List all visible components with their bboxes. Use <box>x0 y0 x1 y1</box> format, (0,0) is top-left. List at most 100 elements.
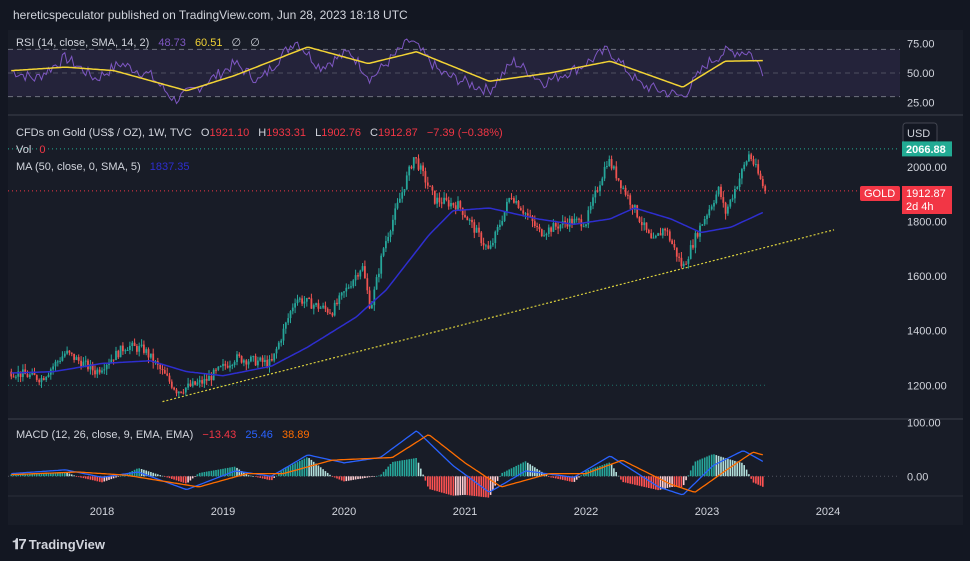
candle-body <box>110 359 113 363</box>
candle <box>736 186 739 190</box>
macd-hist-bar <box>731 460 734 477</box>
macd-hist-bar <box>40 473 43 477</box>
symbol-tag <box>860 186 900 201</box>
candle-body <box>387 237 390 242</box>
candle <box>755 158 757 168</box>
macd-hist-bar <box>610 464 613 477</box>
candle <box>589 201 592 214</box>
candle <box>215 368 217 374</box>
candle-body <box>703 219 706 225</box>
candle-body <box>75 357 78 360</box>
candle <box>638 216 641 224</box>
candle <box>517 200 520 209</box>
candle <box>503 211 506 222</box>
candle <box>675 247 678 262</box>
candle-body <box>671 240 673 244</box>
candle-body <box>26 374 29 378</box>
macd-hist-bar <box>655 476 657 490</box>
macd-hist-bar <box>389 464 392 477</box>
candle <box>361 263 364 272</box>
candle <box>682 261 685 269</box>
candle <box>194 380 196 386</box>
macd-hist-bar <box>492 476 494 491</box>
macd-hist-bar <box>408 459 410 477</box>
candle-body <box>392 219 394 232</box>
macd-hist-bar <box>755 476 757 484</box>
candle <box>298 296 301 303</box>
candle <box>340 291 343 300</box>
candle <box>343 291 345 298</box>
candle-body <box>461 207 464 215</box>
candle <box>245 359 248 371</box>
tradingview-logo[interactable]: 𝟏7 TradingView <box>12 536 105 553</box>
candle <box>694 230 697 254</box>
macd-hist-bar <box>108 476 110 480</box>
candle <box>743 161 746 172</box>
candle <box>198 375 201 388</box>
candle-body <box>375 277 378 290</box>
macd-hist-bar <box>692 465 694 477</box>
candle <box>720 184 722 200</box>
macd-signal-value: 38.89 <box>282 429 310 441</box>
candle-body <box>568 218 571 227</box>
candle <box>499 219 501 230</box>
macd-hist-bar <box>247 475 250 477</box>
candle <box>538 223 541 233</box>
candle-body <box>312 305 315 309</box>
candle-body <box>305 298 308 302</box>
candle <box>750 152 753 162</box>
macd-hist-bar <box>387 466 389 477</box>
candle <box>229 360 231 372</box>
candle <box>310 293 313 309</box>
candle-body <box>664 228 666 231</box>
macd-hist-bar <box>475 476 478 497</box>
change-value: −7.39 (−0.38%) <box>427 127 503 139</box>
candle-body <box>382 248 385 256</box>
candle <box>640 216 643 231</box>
macd-hist-bar <box>575 476 578 480</box>
currency-label[interactable]: USD <box>907 128 930 140</box>
candle-body <box>731 198 734 200</box>
candle <box>578 217 580 224</box>
candle <box>236 351 238 366</box>
candle <box>91 361 94 376</box>
candle-body <box>617 178 620 181</box>
macd-hist-bar <box>105 476 108 481</box>
macd-hist-bar <box>589 469 592 477</box>
candle <box>173 386 175 391</box>
chart-frame[interactable] <box>8 30 963 525</box>
candle-body <box>42 378 45 380</box>
macd-hist-bar <box>722 457 725 477</box>
macd-hist-bar <box>373 476 375 477</box>
candle-body <box>126 350 129 351</box>
candle-body <box>668 231 671 241</box>
candle <box>410 165 413 170</box>
macd-hist-bar <box>336 476 338 479</box>
macd-hist-bar <box>710 454 713 477</box>
candle-body <box>291 307 294 312</box>
candle-body <box>84 360 87 362</box>
candle <box>759 170 762 180</box>
candle-body <box>501 221 504 225</box>
candle <box>510 193 513 200</box>
candle-body <box>54 361 57 367</box>
candle <box>322 302 324 309</box>
candle-body <box>133 342 136 346</box>
candle-body <box>426 182 429 186</box>
candle-body <box>608 159 611 166</box>
candle <box>231 363 234 370</box>
ath-price-tag <box>902 141 952 157</box>
macd-hist-bar <box>68 473 71 477</box>
candle-body <box>743 164 746 170</box>
macd-hist-bar <box>506 470 508 477</box>
candle <box>49 367 52 380</box>
candle <box>163 366 166 374</box>
macd-hist-bar <box>84 476 87 479</box>
macd-hist-bar <box>129 472 131 477</box>
candle-body <box>298 298 301 300</box>
candle <box>519 206 522 211</box>
macd-hist-bar <box>77 476 80 478</box>
macd-hist-bar <box>392 461 394 477</box>
macd-hist-bar <box>687 475 690 477</box>
